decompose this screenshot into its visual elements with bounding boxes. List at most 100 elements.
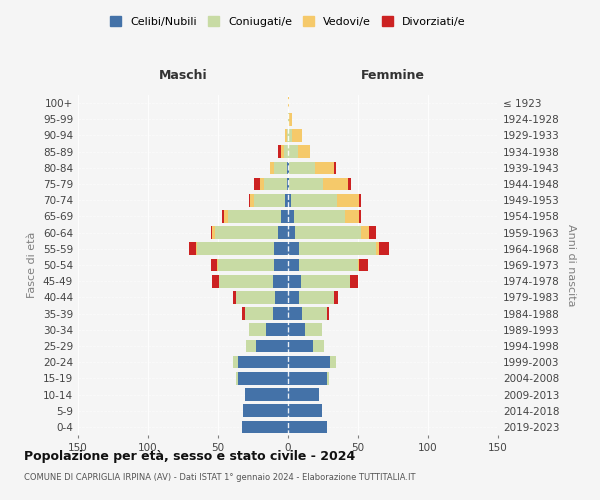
Bar [350, 275, 358, 287]
Bar [243, 404, 288, 417]
Bar [288, 226, 295, 239]
Bar [288, 194, 291, 206]
Bar [224, 210, 228, 222]
Bar [359, 194, 361, 206]
Bar [288, 420, 327, 433]
Bar [287, 162, 288, 174]
Bar [288, 372, 327, 384]
Bar [288, 129, 292, 142]
Bar [379, 242, 389, 255]
Bar [233, 356, 238, 368]
Bar [288, 340, 313, 352]
Y-axis label: Anni di nascita: Anni di nascita [566, 224, 576, 306]
Bar [299, 291, 334, 304]
Text: Femmine: Femmine [361, 69, 425, 82]
Bar [285, 129, 287, 142]
Bar [249, 194, 250, 206]
Bar [272, 275, 288, 287]
Bar [228, 210, 281, 222]
Bar [334, 291, 338, 304]
Bar [314, 162, 334, 174]
Bar [278, 226, 288, 239]
Bar [334, 162, 335, 174]
Bar [287, 178, 288, 190]
Bar [246, 340, 256, 352]
Bar [188, 242, 196, 255]
Bar [358, 258, 359, 272]
Bar [288, 275, 301, 287]
Bar [359, 210, 361, 222]
Bar [275, 291, 288, 304]
Bar [211, 258, 217, 272]
Bar [238, 356, 288, 368]
Bar [288, 258, 299, 272]
Bar [270, 162, 274, 174]
Bar [256, 340, 288, 352]
Text: COMUNE DI CAPRIGLIA IRPINA (AV) - Dati ISTAT 1° gennaio 2024 - Elaborazione TUTT: COMUNE DI CAPRIGLIA IRPINA (AV) - Dati I… [24, 472, 415, 482]
Bar [330, 356, 335, 368]
Legend: Celibi/Nubili, Coniugati/e, Vedovi/e, Divorziati/e: Celibi/Nubili, Coniugati/e, Vedovi/e, Di… [107, 13, 469, 30]
Bar [212, 226, 215, 239]
Text: Maschi: Maschi [158, 69, 208, 82]
Bar [249, 324, 266, 336]
Bar [285, 194, 288, 206]
Bar [284, 146, 288, 158]
Bar [288, 308, 302, 320]
Bar [218, 258, 274, 272]
Bar [348, 178, 351, 190]
Bar [254, 194, 285, 206]
Bar [327, 308, 329, 320]
Bar [295, 226, 361, 239]
Bar [220, 275, 272, 287]
Bar [289, 162, 314, 174]
Bar [288, 97, 289, 110]
Bar [289, 178, 323, 190]
Text: Popolazione per età, sesso e stato civile - 2024: Popolazione per età, sesso e stato civil… [24, 450, 355, 463]
Bar [245, 308, 272, 320]
Bar [215, 226, 278, 239]
Bar [242, 308, 245, 320]
Bar [288, 388, 319, 401]
Bar [313, 340, 325, 352]
Bar [260, 178, 264, 190]
Bar [288, 356, 330, 368]
Bar [288, 146, 298, 158]
Bar [222, 210, 224, 222]
Bar [217, 258, 218, 272]
Bar [250, 194, 254, 206]
Bar [287, 129, 288, 142]
Bar [266, 324, 288, 336]
Bar [291, 194, 337, 206]
Bar [305, 324, 322, 336]
Bar [288, 324, 305, 336]
Bar [278, 146, 281, 158]
Bar [288, 178, 289, 190]
Bar [242, 420, 288, 433]
Bar [281, 146, 284, 158]
Bar [299, 258, 358, 272]
Bar [359, 258, 368, 272]
Bar [197, 242, 274, 255]
Bar [288, 404, 322, 417]
Bar [292, 129, 302, 142]
Bar [288, 210, 293, 222]
Bar [236, 372, 238, 384]
Bar [233, 291, 236, 304]
Bar [299, 242, 376, 255]
Bar [361, 226, 369, 239]
Bar [272, 308, 288, 320]
Bar [288, 162, 289, 174]
Bar [337, 194, 359, 206]
Bar [369, 226, 376, 239]
Bar [302, 308, 327, 320]
Bar [274, 242, 288, 255]
Bar [281, 210, 288, 222]
Bar [288, 291, 299, 304]
Bar [346, 210, 359, 222]
Bar [274, 162, 287, 174]
Y-axis label: Fasce di età: Fasce di età [28, 232, 37, 298]
Bar [238, 372, 288, 384]
Bar [264, 178, 287, 190]
Bar [274, 258, 288, 272]
Bar [236, 291, 275, 304]
